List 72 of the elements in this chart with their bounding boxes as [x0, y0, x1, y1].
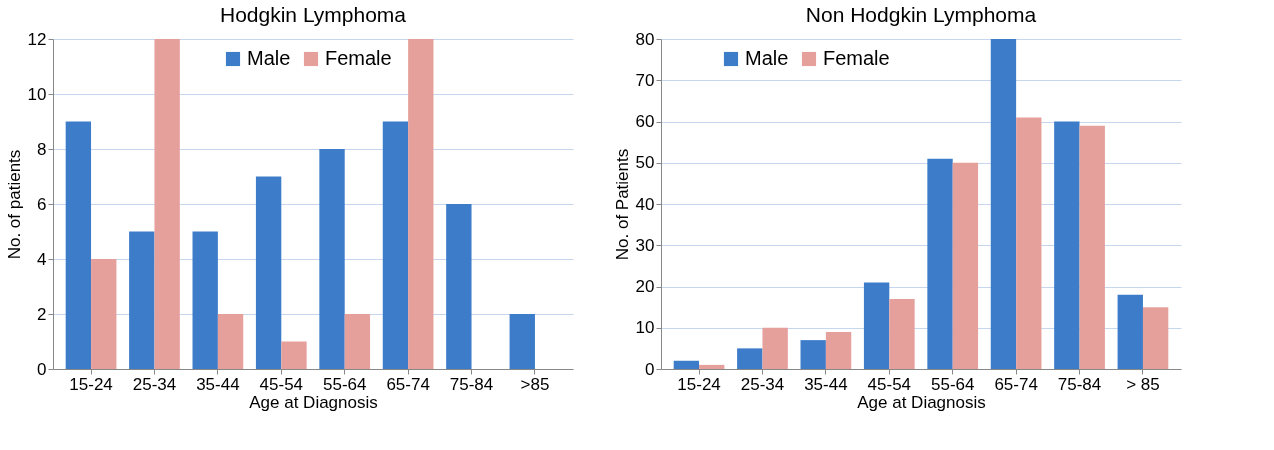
bar: [673, 360, 700, 369]
bar: [952, 162, 979, 369]
chart-title: Non Hodgkin Lymphoma: [805, 3, 1037, 26]
chart-title: Hodgkin Lymphoma: [220, 3, 407, 26]
x-tick-label: 25-34: [132, 374, 177, 394]
bar: [699, 364, 725, 369]
y-tick-label: 80: [635, 29, 655, 49]
bar: [192, 231, 218, 369]
y-tick-label: 50: [635, 153, 655, 173]
x-axis-title: Age at Diagnosis: [857, 392, 986, 412]
bar: [319, 149, 345, 369]
x-tick-label: 45-54: [259, 374, 304, 394]
bar: [1142, 307, 1169, 369]
y-tick-label: 20: [635, 277, 655, 296]
bar: [800, 340, 826, 369]
bar: [255, 176, 282, 369]
y-tick-label: 4: [37, 249, 47, 269]
bar: [509, 314, 535, 369]
bar: [281, 341, 307, 369]
bar: [863, 282, 890, 369]
bar: [91, 259, 117, 369]
y-axis-title: No. of Patients: [612, 148, 632, 261]
y-tick-label: 2: [37, 304, 47, 324]
x-tick-label: 15-24: [677, 374, 721, 394]
y-tick-label: 10: [635, 318, 655, 338]
y-tick-label: 8: [37, 139, 47, 159]
bar: [65, 121, 92, 369]
bar: [825, 331, 852, 369]
bar: [762, 327, 788, 369]
bar: [1016, 117, 1042, 369]
bar: [344, 314, 371, 369]
x-tick-label: 65-74: [994, 374, 1038, 394]
x-tick-label: 45-54: [867, 374, 912, 394]
y-tick-label: 30: [635, 235, 655, 255]
legend-label: Female: [823, 47, 890, 69]
bar: [217, 314, 244, 369]
bar: [889, 298, 915, 369]
bar: [1054, 121, 1080, 369]
y-axis-title: No. of patients: [4, 149, 24, 260]
x-tick-label: 55-64: [322, 374, 367, 394]
y-tick-label: 0: [37, 359, 47, 379]
x-tick-label: 35-44: [804, 374, 848, 394]
x-tick-label: 35-44: [196, 374, 240, 394]
x-tick-label: 65-74: [386, 374, 430, 394]
bar: [737, 348, 763, 369]
x-axis-title: Age at Diagnosis: [249, 392, 378, 412]
x-tick-label: 15-24: [69, 374, 113, 394]
bar: [408, 39, 434, 369]
x-tick-label: >85: [520, 374, 550, 394]
y-tick-label: 6: [37, 194, 47, 214]
y-tick-label: 0: [645, 359, 655, 379]
bar: [129, 231, 155, 369]
x-tick-label: 25-34: [740, 374, 785, 394]
bar: [382, 121, 409, 369]
x-tick-label: 75-84: [449, 374, 494, 394]
y-tick-label: 70: [635, 70, 655, 90]
x-tick-label: 75-84: [1057, 374, 1102, 394]
bar: [927, 158, 953, 369]
y-tick-label: 10: [27, 84, 47, 104]
x-tick-label: 55-64: [930, 374, 975, 394]
bar: [446, 204, 472, 369]
bar: [990, 39, 1017, 369]
bar: [1117, 294, 1143, 369]
y-tick-label: 40: [635, 194, 655, 214]
legend-label: Female: [325, 47, 392, 69]
legend-label: Male: [745, 47, 789, 69]
x-tick-label: > 85: [1126, 374, 1160, 394]
legend-label: Male: [247, 47, 291, 69]
y-tick-label: 60: [635, 112, 655, 131]
y-tick-label: 12: [27, 29, 47, 49]
bar: [1079, 125, 1105, 369]
bar: [154, 39, 180, 369]
